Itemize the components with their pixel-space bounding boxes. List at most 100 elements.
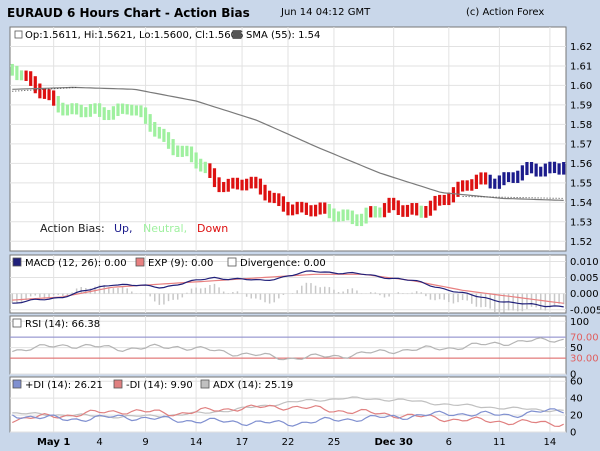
- price-bar-neutral: [166, 132, 171, 149]
- price-bar-neutral: [171, 139, 175, 156]
- price-bar-neutral: [93, 103, 97, 114]
- ohlc-swatch: [14, 30, 23, 39]
- x-axis-label: 14: [544, 437, 557, 448]
- price-bar-neutral: [148, 114, 152, 132]
- price-bar-neutral: [102, 107, 106, 121]
- sma-label: SMA (55): 1.54: [246, 30, 320, 41]
- price-bar-neutral: [364, 207, 368, 224]
- price-ytick-label: 1.52: [570, 237, 592, 248]
- price-bar-neutral: [194, 152, 198, 169]
- price-ytick-label: 1.62: [570, 42, 592, 53]
- adx-ytick-label: 60: [570, 377, 583, 388]
- price-bar-neutral: [373, 206, 377, 218]
- price-bar-neutral: [88, 104, 93, 117]
- price-bar-neutral: [111, 106, 115, 120]
- price-bar-down: [396, 200, 400, 215]
- price-bar-neutral: [185, 145, 189, 157]
- price-bar-down: [52, 90, 56, 106]
- price-bar-neutral: [341, 209, 345, 222]
- rsi-swatch: [12, 318, 22, 328]
- price-bar-down: [382, 203, 387, 218]
- plus-di-swatch: [12, 379, 22, 389]
- price-bar-down: [387, 197, 391, 213]
- exp-label: EXP (9): 0.00: [148, 258, 213, 269]
- price-bar-down: [470, 179, 474, 191]
- price-bar-down: [428, 200, 433, 216]
- price-bar-down: [268, 190, 272, 203]
- price-bar-neutral: [419, 205, 423, 218]
- price-ytick-label: 1.56: [570, 159, 592, 170]
- price-bar-neutral: [84, 107, 88, 118]
- price-bar-up: [516, 170, 520, 183]
- price-bar-down: [474, 174, 478, 189]
- price-bar-up: [539, 166, 543, 177]
- price-bar-neutral: [130, 104, 134, 116]
- price-bar-down: [290, 204, 295, 216]
- price-bar-down: [272, 192, 276, 204]
- price-bar-down: [405, 204, 410, 217]
- price-bar-down: [208, 163, 212, 178]
- price-ytick-label: 1.61: [570, 61, 592, 72]
- price-bar-down: [263, 184, 267, 201]
- rsi-ytick-label: 30.00: [570, 354, 599, 365]
- price-bar-neutral: [65, 104, 70, 116]
- price-bar-neutral: [153, 122, 157, 137]
- price-bar-down: [369, 206, 373, 218]
- price-bar-neutral: [332, 208, 336, 222]
- chart-timestamp: Jun 14 04:12 GMT: [281, 7, 371, 18]
- action-bias-up: Up,: [114, 222, 133, 235]
- price-bar-down: [38, 83, 42, 99]
- adx-swatch: [200, 379, 210, 389]
- price-bar-down: [465, 180, 469, 191]
- price-bar-neutral: [125, 104, 129, 115]
- price-bar-up: [506, 172, 511, 183]
- price-bar-down: [479, 172, 483, 185]
- price-bar-neutral: [157, 126, 161, 139]
- x-axis-label: 14: [190, 437, 203, 448]
- price-bar-neutral: [346, 209, 350, 221]
- price-bar-neutral: [15, 65, 19, 81]
- price-bar-neutral: [327, 204, 331, 219]
- price-bar-neutral: [61, 102, 65, 116]
- macd-swatch: [12, 257, 22, 267]
- exp-swatch: [135, 257, 145, 267]
- price-bar-neutral: [134, 105, 138, 116]
- price-bar-neutral: [336, 211, 341, 222]
- price-bar-up: [548, 161, 552, 174]
- rsi-ytick-label: 70.00: [570, 333, 599, 344]
- price-bar-neutral: [199, 158, 203, 172]
- price-bar-down: [29, 71, 33, 86]
- price-bar-neutral: [355, 214, 359, 227]
- price-bar-up: [520, 165, 524, 181]
- price-bar-down: [410, 203, 414, 215]
- price-bar-down: [461, 180, 465, 192]
- price-bar-down: [286, 201, 290, 216]
- x-axis-label: 4: [96, 437, 102, 448]
- price-bar-down: [456, 181, 460, 197]
- x-axis-label: 17: [236, 437, 249, 448]
- price-bar-neutral: [176, 145, 180, 157]
- price-bar-down: [24, 70, 28, 81]
- action-bias-down: Down: [197, 222, 228, 235]
- sma-line: [12, 86, 564, 201]
- price-bar-neutral: [143, 107, 148, 124]
- price-bar-neutral: [75, 103, 79, 115]
- price-bar-neutral: [378, 207, 382, 218]
- action-bias-label: Action Bias:: [40, 222, 105, 235]
- price-bar-neutral: [350, 210, 354, 225]
- x-axis-label: 6: [446, 437, 452, 448]
- price-bar-down: [212, 168, 217, 188]
- price-bar-down: [254, 176, 258, 189]
- price-bar-up: [511, 172, 515, 183]
- rsi-line: [12, 337, 564, 361]
- price-bar-down: [240, 179, 244, 191]
- price-bar-down: [217, 177, 221, 193]
- price-bar-down: [415, 203, 419, 216]
- price-bar-down: [304, 202, 308, 215]
- plus-di-label: +DI (14): 26.21: [25, 380, 103, 391]
- price-bar-neutral: [189, 146, 194, 163]
- price-bar-neutral: [10, 63, 14, 76]
- price-bar-up: [534, 163, 538, 177]
- macd-ytick-label: 0.005: [570, 273, 599, 284]
